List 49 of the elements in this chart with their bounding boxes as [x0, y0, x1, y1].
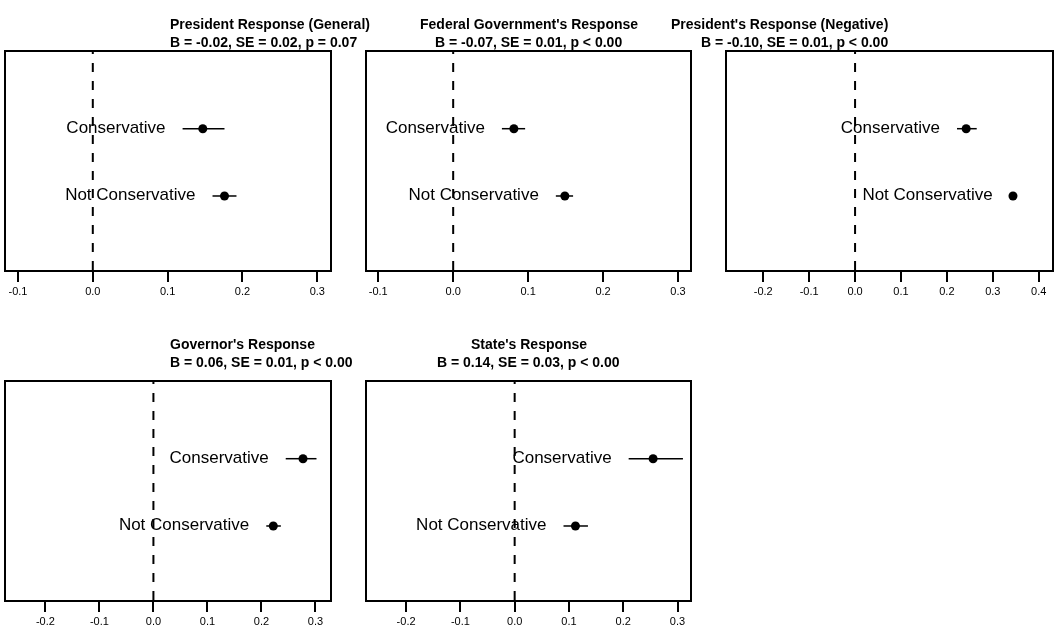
chart-subtitle: B = -0.10, SE = 0.01, p < 0.00: [701, 34, 889, 50]
y-tick-label: Not Conservative: [118, 515, 267, 535]
x-tick-label: 0.0: [847, 285, 863, 298]
chart-subtitle: B = 0.14, SE = 0.03, p < 0.00: [437, 354, 620, 370]
x-tick-label: 0.1: [561, 615, 577, 628]
x-tick-label: 0.2: [939, 285, 955, 298]
x-tick-label: 0.3: [309, 285, 325, 298]
x-tick-label: 0.2: [253, 615, 270, 628]
chart-title: President Response (General): [170, 16, 370, 32]
x-tick-label: 0.0: [445, 285, 461, 298]
chart-title: State's Response: [471, 336, 588, 352]
x-tick-label: 0.1: [520, 285, 536, 298]
chart-title: President's Response (Negative): [671, 16, 889, 32]
x-tick-label: 0.1: [199, 615, 216, 628]
x-tick-label: 0.2: [595, 285, 611, 298]
x-tick-label: 0.3: [669, 615, 686, 628]
x-tick-label: 0.1: [159, 285, 176, 298]
y-tick-label: Not Conservative: [408, 185, 556, 205]
x-tick-label: 0.0: [145, 615, 162, 628]
x-tick-label: 0.2: [234, 285, 251, 298]
x-tick-label: -0.1: [8, 285, 28, 298]
x-tick-label: 0.3: [307, 615, 324, 628]
x-tick-label: 0.0: [507, 615, 523, 628]
y-tick-label: Conservative: [840, 117, 957, 137]
x-tick-label: 0.3: [985, 285, 1001, 298]
x-tick-label: -0.1: [450, 615, 470, 628]
x-tick-label: 0.3: [670, 285, 686, 298]
chart-title: Governor's Response: [170, 336, 316, 352]
y-tick-label: Not Conservative: [416, 515, 564, 535]
x-tick-label: 0.4: [1031, 285, 1047, 298]
y-tick-label: Not Conservative: [65, 185, 213, 205]
chart-subtitle: B = -0.07, SE = 0.01, p < 0.00: [435, 34, 623, 50]
y-tick-label: Conservative: [66, 117, 183, 137]
x-tick-label: 0.0: [85, 285, 101, 298]
chart-subtitle: B = -0.02, SE = 0.02, p = 0.07: [170, 34, 358, 50]
x-tick-label: -0.1: [89, 615, 109, 628]
chart-subtitle: B = 0.06, SE = 0.01, p < 0.00: [170, 354, 353, 370]
y-tick-label: Conservative: [169, 447, 286, 467]
x-tick-label: -0.1: [799, 285, 819, 298]
x-tick-label: -0.2: [396, 615, 416, 628]
x-tick-label: -0.2: [35, 615, 55, 628]
y-tick-label: Conservative: [512, 447, 629, 467]
x-tick-label: -0.2: [753, 285, 773, 298]
y-tick-label: Not Conservative: [862, 185, 1010, 205]
x-tick-label: 0.2: [615, 615, 631, 628]
chart-title: Federal Government's Response: [420, 16, 639, 32]
y-tick-label: Conservative: [385, 117, 502, 137]
x-tick-label: 0.1: [893, 285, 909, 298]
x-tick-label: -0.1: [368, 285, 388, 298]
